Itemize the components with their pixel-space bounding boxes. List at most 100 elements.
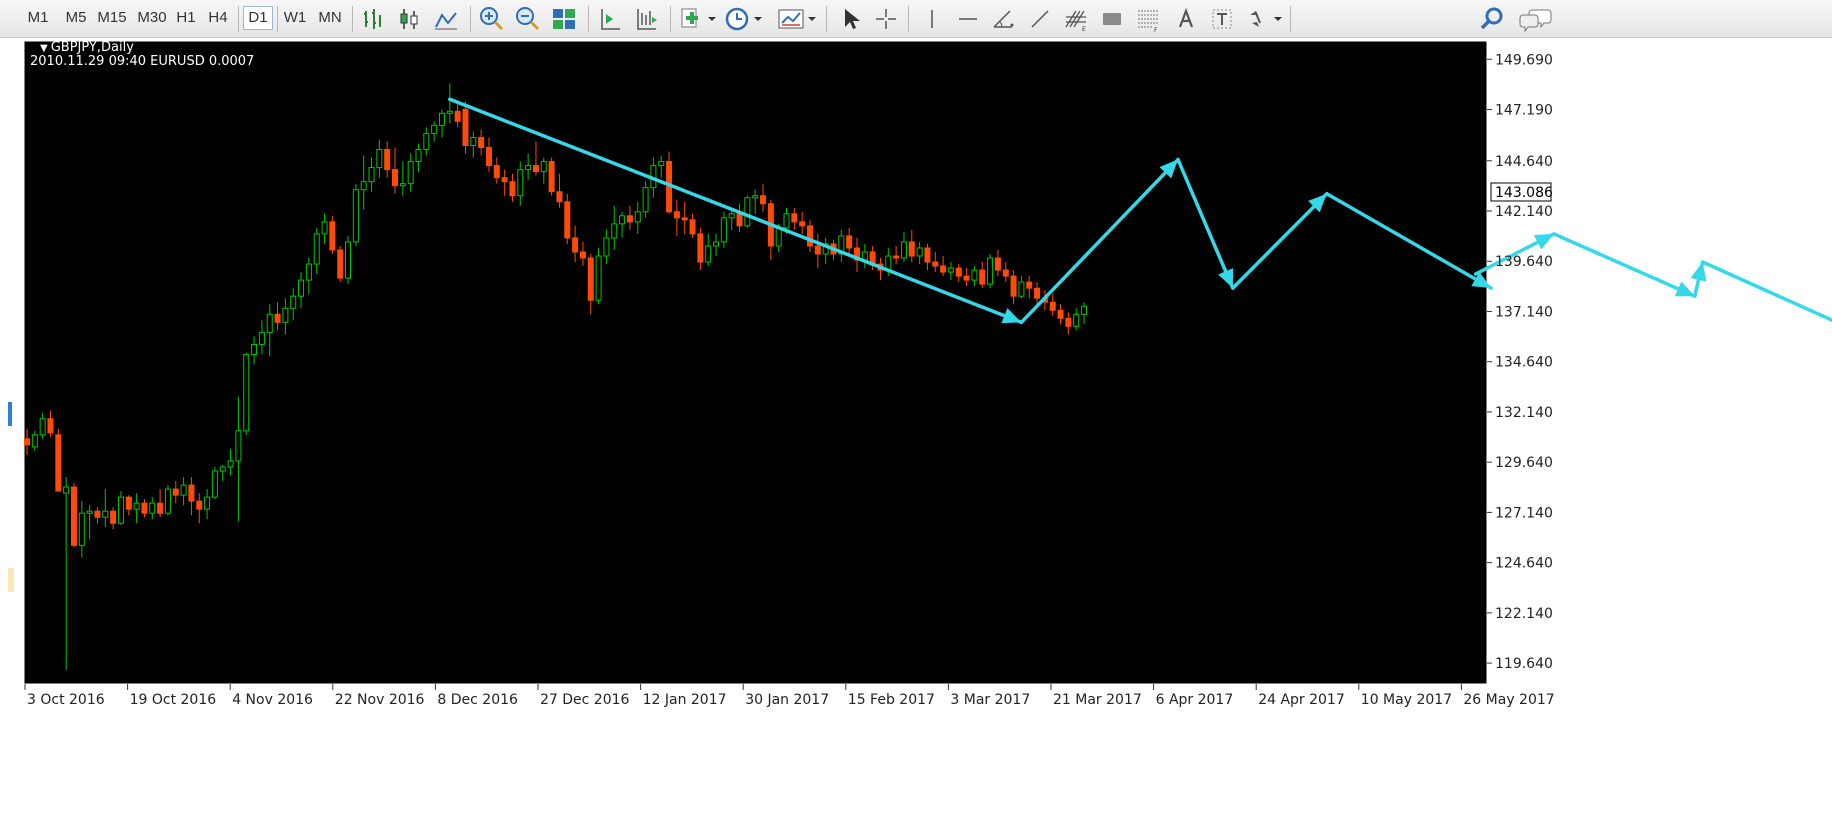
candle[interactable]	[689, 213, 696, 238]
line-chart-icon[interactable]	[432, 5, 460, 33]
fibo-channel-icon[interactable]: F	[1134, 5, 1162, 33]
periodicity-icon[interactable]	[724, 5, 764, 33]
time-axis[interactable]: 3 Oct 2016 19 Oct 2016 4 Nov 2016 22 Nov 20…	[24, 684, 1555, 708]
candle[interactable]	[501, 169, 508, 196]
candle[interactable]	[352, 183, 359, 246]
candle[interactable]	[525, 153, 532, 180]
candle[interactable]	[110, 507, 117, 530]
candle[interactable]	[133, 493, 140, 524]
candle[interactable]	[799, 211, 806, 234]
symbol-label-row[interactable]: ▼ GBPJPY,Daily	[40, 40, 134, 55]
horizontal-line-icon[interactable]	[954, 5, 982, 33]
wave-arrow[interactable]	[1019, 157, 1180, 325]
candle[interactable]	[509, 173, 516, 202]
candle[interactable]	[485, 137, 492, 172]
text-label-icon[interactable]	[1208, 5, 1236, 33]
candle[interactable]	[360, 155, 367, 210]
candle[interactable]	[258, 320, 265, 355]
candle[interactable]	[760, 183, 767, 212]
autoscroll-icon[interactable]	[632, 5, 660, 33]
candle[interactable]	[579, 241, 586, 267]
candle[interactable]	[548, 157, 555, 196]
vertical-line-icon[interactable]	[918, 5, 946, 33]
indicators-icon[interactable]	[678, 5, 718, 33]
fibonacci-icon[interactable]: E	[1062, 5, 1090, 33]
panel-splitter-indicator[interactable]	[8, 402, 12, 426]
arrows-icon[interactable]	[1244, 5, 1286, 33]
collapse-triangle-icon[interactable]: ▼	[40, 43, 48, 54]
candle[interactable]	[752, 189, 759, 214]
candle[interactable]	[39, 412, 46, 439]
candle[interactable]	[1073, 308, 1080, 331]
candle[interactable]	[1065, 312, 1072, 335]
candle[interactable]	[55, 428, 62, 492]
candle[interactable]	[1018, 276, 1025, 299]
candle[interactable]	[673, 199, 680, 236]
candle[interactable]	[955, 264, 962, 283]
zoom-in-icon[interactable]	[478, 5, 506, 33]
price-chart[interactable]: 149.690 147.190 144.640 142.140 139.640 137.1…	[24, 41, 1832, 839]
candle[interactable]	[940, 256, 947, 277]
candle[interactable]	[971, 266, 978, 287]
candle[interactable]	[893, 245, 900, 265]
candle[interactable]	[188, 477, 195, 516]
candle[interactable]	[211, 466, 218, 500]
candle[interactable]	[157, 489, 164, 518]
candle[interactable]	[908, 229, 915, 263]
candle[interactable]	[705, 233, 712, 267]
templates-icon[interactable]	[776, 5, 820, 33]
candle[interactable]	[196, 493, 203, 524]
wave-arrow[interactable]	[1231, 191, 1329, 290]
timeframe-h1-button[interactable]: H1	[176, 9, 196, 26]
candle[interactable]	[117, 491, 124, 526]
candle[interactable]	[556, 173, 563, 208]
candle[interactable]	[321, 213, 328, 244]
wave-arrow[interactable]	[1690, 260, 1707, 298]
candle[interactable]	[243, 352, 250, 435]
candle[interactable]	[619, 211, 626, 238]
candle[interactable]	[384, 141, 391, 178]
tile-windows-icon[interactable]	[550, 5, 578, 33]
candle[interactable]	[180, 477, 187, 506]
candle[interactable]	[70, 483, 77, 548]
bar-chart-icon[interactable]	[360, 5, 388, 33]
candle[interactable]	[125, 495, 132, 516]
candle[interactable]	[399, 161, 406, 196]
candle[interactable]	[814, 233, 821, 269]
candle[interactable]	[438, 109, 445, 138]
candle[interactable]	[987, 253, 994, 289]
candle[interactable]	[102, 489, 109, 528]
candle[interactable]	[540, 157, 547, 184]
candle[interactable]	[1057, 304, 1064, 325]
candle[interactable]	[290, 288, 297, 321]
wave-arrow[interactable]	[1700, 260, 1832, 332]
candle[interactable]	[454, 103, 461, 128]
timeframe-m30-button[interactable]: M30	[137, 9, 167, 26]
candle[interactable]	[1081, 302, 1088, 325]
candle[interactable]	[634, 201, 641, 234]
candle[interactable]	[24, 428, 30, 455]
candle[interactable]	[642, 181, 649, 218]
timeframe-mn-button[interactable]: MN	[318, 9, 342, 26]
timeframe-w1-button[interactable]: W1	[283, 9, 307, 26]
chart-window[interactable]: 149.690 147.190 144.640 142.140 139.640 137.1…	[24, 40, 1832, 839]
candle[interactable]	[345, 235, 352, 285]
candle[interactable]	[235, 396, 242, 522]
candle[interactable]	[822, 237, 829, 265]
candle[interactable]	[227, 448, 234, 476]
candle[interactable]	[1034, 282, 1041, 305]
timeframe-m15-button[interactable]: M15	[97, 9, 127, 26]
candle[interactable]	[305, 258, 312, 295]
candle[interactable]	[141, 499, 148, 518]
candle[interactable]	[149, 497, 156, 520]
candle[interactable]	[78, 501, 85, 558]
candle[interactable]	[587, 253, 594, 315]
trend-line-icon[interactable]	[1026, 5, 1054, 33]
candle[interactable]	[337, 245, 344, 283]
candle[interactable]	[493, 157, 500, 184]
candle[interactable]	[462, 101, 469, 154]
candle[interactable]	[63, 477, 70, 670]
candle[interactable]	[658, 155, 665, 178]
price-axis[interactable]: 149.690 147.190 144.640 142.140 139.640 137.1…	[1487, 52, 1553, 672]
wave-arrow[interactable]	[448, 97, 1024, 325]
